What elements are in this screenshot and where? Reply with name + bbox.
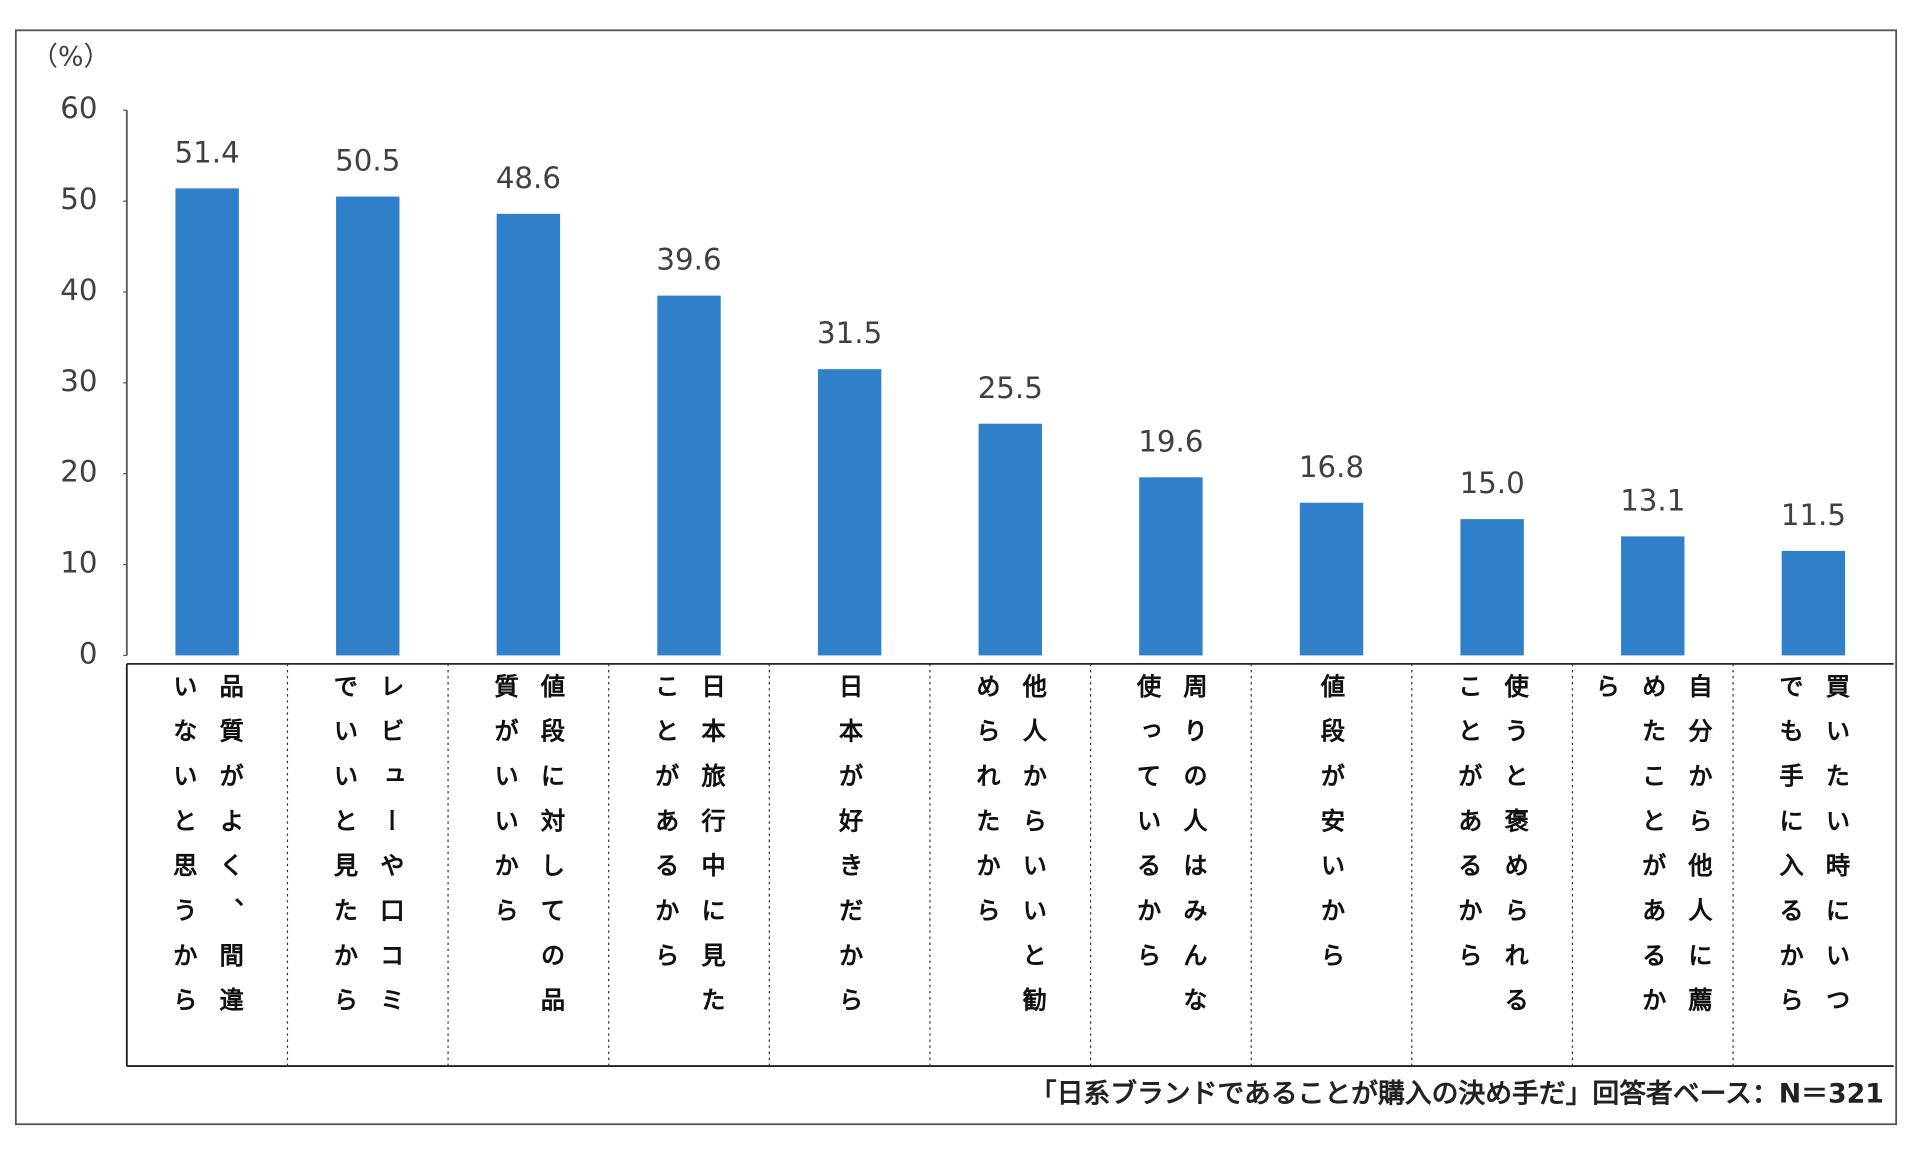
category-cell-box: 品質がよく、間違いないと思うから (127, 664, 287, 1052)
bar (1299, 502, 1364, 656)
category-cell: 品質がよく、間違いないと思うから (127, 664, 287, 1052)
x-tick-label: 日本が好きだから (834, 673, 864, 1033)
category-cell-box: 日本旅行中に見たことがあるから (609, 664, 769, 1052)
value-label: 50.5 (335, 144, 400, 178)
bar (496, 213, 561, 656)
bar (1621, 536, 1685, 656)
value-label: 39.6 (656, 243, 721, 277)
y-tick-label: 30 (60, 364, 97, 398)
category-cell: 日本旅行中に見たことがあるから (609, 664, 769, 1052)
category-cell: 周りの人はみんな使っているから (1091, 664, 1251, 1052)
bar (1781, 550, 1846, 656)
value-label: 31.5 (817, 316, 882, 350)
value-label: 48.6 (496, 161, 561, 195)
category-cell-box: 値段が安いから (1251, 664, 1411, 1052)
y-tick-label: 60 (60, 91, 97, 125)
x-tick-label: 自分から他人に薦めたことがあるから (1591, 673, 1714, 1033)
value-label: 19.6 (1138, 424, 1203, 458)
x-tick-label: 周りの人はみんな使っているから (1132, 673, 1209, 1033)
bar (1460, 519, 1524, 656)
value-label: 11.5 (1781, 498, 1846, 532)
x-tick-label: 値段が安いから (1316, 673, 1346, 988)
category-cell: 他人からいいと勧められたから (930, 664, 1090, 1052)
y-tick-label: 50 (60, 182, 97, 216)
category-cell-box: レビューや口コミでいいと見たから (287, 664, 447, 1052)
value-label: 16.8 (1299, 450, 1364, 484)
value-label: 13.1 (1620, 484, 1685, 518)
y-tick-label: 0 (79, 636, 98, 670)
category-cell: 自分から他人に薦めたことがあるから (1572, 664, 1732, 1052)
x-tick-label: 日本旅行中に見たことがあるから (650, 673, 727, 1033)
category-cell-box: 周りの人はみんな使っているから (1091, 664, 1251, 1052)
bar (978, 423, 1042, 656)
value-label: 25.5 (978, 371, 1043, 405)
bar (336, 196, 400, 656)
x-tick-label: レビューや口コミでいいと見たから (329, 673, 406, 1033)
category-cell-box: 買いたい時にいつでも手に入るから (1733, 664, 1893, 1052)
x-tick-label: 買いたい時にいつでも手に入るから (1775, 673, 1851, 1033)
category-cell: レビューや口コミでいいと見たから (287, 664, 447, 1052)
category-cell-box: 日本が好きだから (769, 664, 929, 1052)
x-tick-label: 使うと褒められることがあるから (1453, 673, 1530, 1033)
category-cell-box: 値段に対しての品質がいいから (448, 664, 608, 1052)
y-tick-label: 20 (60, 455, 97, 489)
bar (817, 369, 882, 656)
value-label: 15.0 (1460, 466, 1525, 500)
y-tick-label: 10 (60, 546, 97, 580)
y-unit: （%） (31, 42, 110, 73)
x-tick-label: 品質がよく、間違いないと思うから (168, 673, 245, 1033)
category-cell: 日本が好きだから (769, 664, 929, 1052)
category-cell: 使うと褒められることがあるから (1412, 664, 1572, 1052)
footnote: 「日系ブランドであることが購入の決め手だ」回答者ベース：N＝321 (1030, 1078, 1884, 1110)
category-cell: 値段に対しての品質がいいから (448, 664, 608, 1052)
bar (1139, 477, 1203, 656)
category-cell-box: 使うと褒められることがあるから (1412, 664, 1572, 1052)
value-label: 51.4 (175, 136, 240, 170)
frame (14, 29, 1898, 1126)
category-cell: 買いたい時にいつでも手に入るから (1733, 664, 1893, 1052)
x-tick-label: 他人からいいと勧められたから (972, 673, 1048, 1033)
category-cell-box: 自分から他人に薦めたことがあるから (1572, 664, 1732, 1052)
y-tick-label: 40 (60, 273, 97, 307)
bar (657, 295, 721, 656)
x-tick-label: 値段に対しての品質がいいから (490, 673, 566, 1033)
bar (175, 188, 239, 656)
category-cell: 値段が安いから (1251, 664, 1411, 1052)
category-cell-box: 他人からいいと勧められたから (930, 664, 1090, 1052)
